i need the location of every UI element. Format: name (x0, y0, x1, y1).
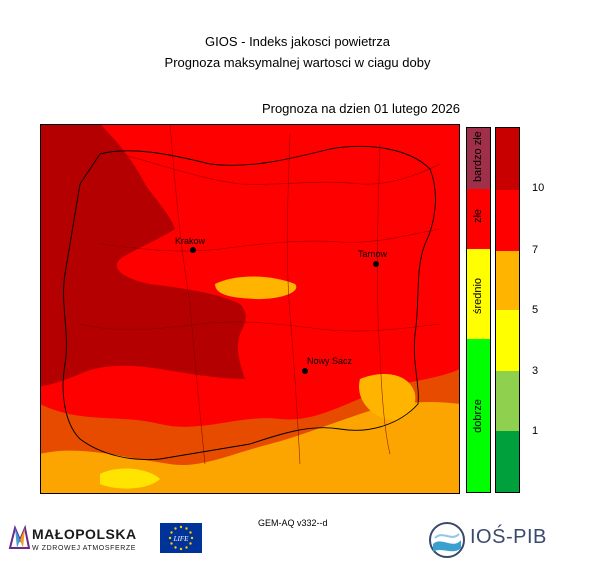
zone-orange-east (359, 374, 416, 421)
ios-pib-title: IOŚ-PIB (470, 526, 547, 548)
zone-orange-south (40, 402, 460, 494)
city-tarnow: Tarnow (358, 249, 388, 267)
county-boundaries (79, 124, 441, 465)
map-title: GIOS - Indeks jakosci powietrza (205, 34, 390, 49)
map-frame (40, 124, 460, 494)
city-krakow-label: Krakow (175, 236, 206, 246)
legend-bardzo-zle-swatch (466, 127, 491, 189)
scale-tick-10: 10 (532, 182, 545, 194)
legend-dobrze-swatch (466, 339, 491, 493)
scale-legend (495, 127, 520, 493)
category-legend (466, 127, 491, 493)
legend-srednio-swatch (466, 249, 491, 339)
malopolska-subtitle: W ZDROWEJ ATMOSFERZE (32, 545, 137, 552)
city-nowy-sacz: Nowy Sacz (302, 356, 353, 374)
city-tarnow-label: Tarnow (358, 249, 388, 259)
scale-tick-3: 3 (532, 365, 539, 377)
scale-swatch-5 (495, 251, 520, 310)
city-krakow: Krakow (175, 236, 206, 253)
legend-srednio-label: średnio (472, 277, 484, 315)
forecast-date: Prognoza na dzien 01 lutego 2026 (261, 101, 460, 116)
city-nowy-sacz-label: Nowy Sacz (307, 356, 353, 366)
scale-tick-1: 1 (532, 425, 539, 437)
scale-tick-5: 5 (532, 304, 539, 316)
legend-bardzo-zle-label: bardzo złe (472, 131, 484, 182)
zone-dark-red (40, 124, 246, 386)
legend-dobrze-label: dobrze (472, 399, 484, 433)
ios-pib-logo-icon (429, 522, 465, 558)
region-border (62, 145, 436, 461)
scale-swatch-7 (495, 190, 520, 251)
zone-orange-sw (100, 468, 160, 489)
malopolska-title: MAŁOPOLSKA (32, 526, 137, 542)
legend-zle-label: złe (472, 208, 484, 224)
zone-orange-centre (215, 276, 297, 300)
scale-tick-7: 7 (532, 244, 539, 256)
eu-life-text: LIFE (173, 535, 190, 543)
scale-swatch-3 (495, 310, 520, 371)
malopolska-logo-icon (8, 524, 30, 549)
air-quality-map: Krakow Tarnow Nowy Sacz (40, 124, 460, 494)
map-subtitle: Prognoza maksymalnej wartosci w ciagu do… (164, 55, 431, 70)
scale-swatch-10 (495, 127, 520, 190)
model-version: GEM-AQ v332--d (258, 518, 328, 528)
legend-zle-swatch (466, 189, 491, 249)
scale-swatch-2 (495, 371, 520, 431)
scale-swatch-1 (495, 431, 520, 493)
eu-life-flag-icon: LIFE (160, 523, 202, 553)
